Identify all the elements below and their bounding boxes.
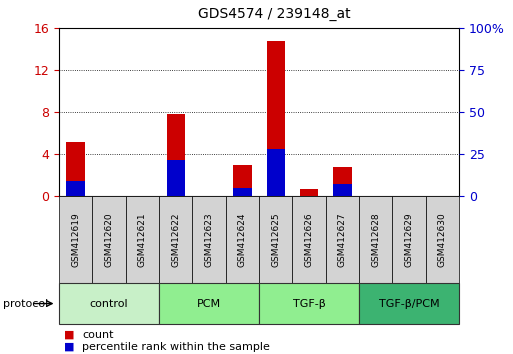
Text: GSM412620: GSM412620 [105,212,113,267]
Text: control: control [90,298,128,309]
Text: GSM412619: GSM412619 [71,212,80,267]
Bar [167,160,185,196]
Bar [300,189,318,196]
Text: GSM412622: GSM412622 [171,213,180,267]
Bar [167,114,185,196]
Text: GDS4574 / 239148_at: GDS4574 / 239148_at [198,7,350,21]
Text: percentile rank within the sample: percentile rank within the sample [82,342,270,352]
Text: GSM412628: GSM412628 [371,212,380,267]
Text: GSM412626: GSM412626 [305,212,313,267]
Bar [267,149,285,196]
Text: ■: ■ [64,330,74,339]
Bar [233,188,251,196]
Text: GSM412625: GSM412625 [271,212,280,267]
Text: GSM412623: GSM412623 [205,212,213,267]
Bar [67,181,85,196]
Text: GSM412630: GSM412630 [438,212,447,267]
Bar [267,41,285,196]
Text: GSM412627: GSM412627 [338,212,347,267]
Text: GSM412621: GSM412621 [138,212,147,267]
Text: TGF-β/PCM: TGF-β/PCM [379,298,440,309]
Text: PCM: PCM [197,298,221,309]
Text: GSM412629: GSM412629 [405,212,413,267]
Text: TGF-β: TGF-β [293,298,325,309]
Text: protocol: protocol [3,298,48,309]
Text: ■: ■ [64,342,74,352]
Text: GSM412624: GSM412624 [238,213,247,267]
Bar [233,165,251,196]
Text: count: count [82,330,113,339]
Bar [333,184,351,196]
Bar [67,142,85,196]
Bar [333,167,351,196]
